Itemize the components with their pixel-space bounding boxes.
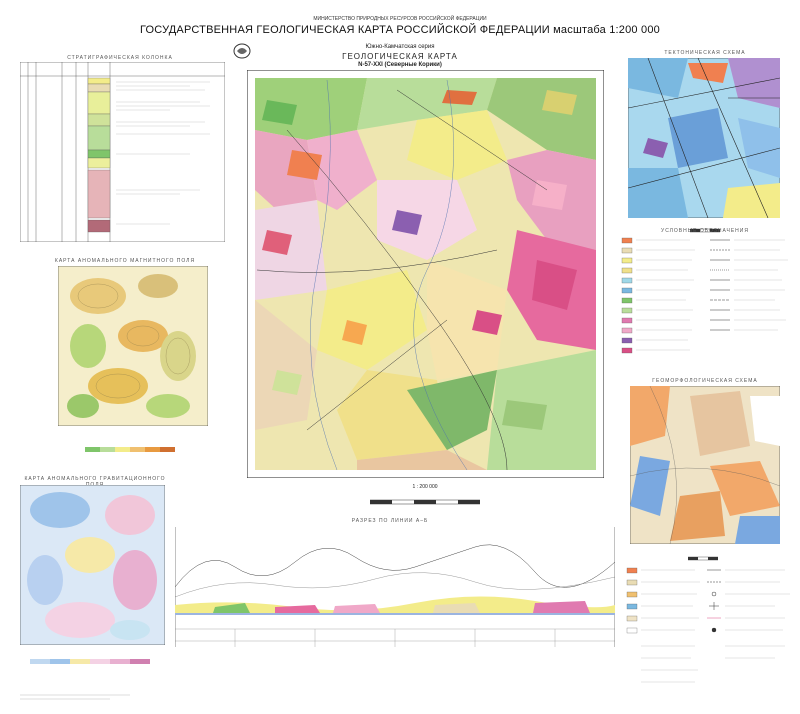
tectonic-scheme-title: ТЕКТОНИЧЕСКАЯ СХЕМА bbox=[664, 50, 746, 56]
tectonic-scheme bbox=[627, 57, 781, 219]
legend-title: УСЛОВНЫЕ ОБОЗНАЧЕНИЯ bbox=[661, 228, 749, 234]
strat-column-graphic bbox=[19, 61, 226, 243]
geomorph-scale-bar bbox=[687, 548, 719, 561]
ministry-caption: МИНИСТЕРСТВО ПРИРОДНЫХ РЕСУРСОВ РОССИЙСК… bbox=[313, 16, 487, 22]
gravity-map bbox=[19, 484, 166, 646]
tectonic-scale-bar bbox=[689, 220, 721, 233]
map-type-caption: ГЕОЛОГИЧЕСКАЯ КАРТА bbox=[342, 52, 458, 61]
cross-section bbox=[174, 527, 616, 647]
cross-section-title: РАЗРЕЗ ПО ЛИНИИ А–Б bbox=[351, 518, 429, 524]
series-caption: Южно-Камчатская серия bbox=[365, 44, 435, 50]
section-legend bbox=[625, 566, 795, 706]
main-scale-label: 1 : 200 000 bbox=[412, 484, 438, 490]
main-scale-bar bbox=[369, 492, 481, 505]
magnetic-map-title: КАРТА АНОМАЛЬНОГО МАГНИТНОГО ПОЛЯ bbox=[54, 258, 196, 264]
main-geologic-map[interactable] bbox=[246, 69, 605, 479]
imprint-lines bbox=[20, 690, 140, 700]
geomorph-scheme bbox=[629, 385, 781, 545]
strat-column bbox=[19, 61, 226, 243]
sheet-number: N-57-XXI (Северные Корики) bbox=[358, 62, 442, 68]
geomorph-scheme-title: ГЕОМОРФОЛОГИЧЕСКАЯ СХЕМА bbox=[652, 378, 758, 384]
main-legend bbox=[620, 236, 792, 366]
magnetic-scale-bar bbox=[85, 440, 175, 452]
magnetic-map bbox=[57, 265, 209, 427]
map-title: ГОСУДАРСТВЕННАЯ ГЕОЛОГИЧЕСКАЯ КАРТА РОСС… bbox=[140, 24, 660, 36]
gravity-scale-bar bbox=[30, 652, 150, 664]
emblem-icon bbox=[233, 43, 251, 59]
strat-column-title: СТРАТИГРАФИЧЕСКАЯ КОЛОНКА bbox=[67, 55, 173, 61]
